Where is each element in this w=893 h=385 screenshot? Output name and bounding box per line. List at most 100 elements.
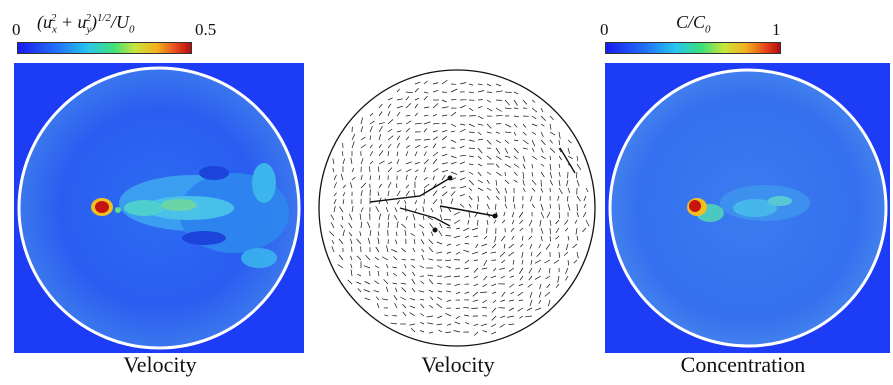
velocity-vector-arrow: [428, 258, 434, 261]
velocity-vector-arrow: [477, 106, 483, 109]
velocity-vector-arrow: [414, 122, 422, 125]
velocity-vector-arrow: [549, 131, 556, 136]
velocity-vector-arrow: [436, 282, 443, 285]
velocity-vector-arrow: [349, 182, 353, 189]
velocity-vector-arrow: [439, 206, 443, 213]
velocity-vector-arrow: [549, 267, 551, 274]
velocity-vector-arrow: [492, 299, 497, 303]
velocity-vector-arrow: [369, 126, 373, 133]
velocity-vector-arrow: [382, 256, 389, 261]
velocity-vector-arrow: [455, 267, 461, 270]
velocity-vector-arrow: [396, 135, 401, 141]
velocity-vector-arrow: [450, 111, 457, 117]
velocity-vector-arrow: [513, 179, 518, 183]
velocity-vector-arrow: [558, 131, 561, 139]
velocity-vector-arrow: [387, 221, 389, 229]
velocity-vector-arrow: [475, 243, 479, 249]
velocity-vector-arrow: [549, 203, 551, 209]
velocity-vector-arrow: [436, 251, 443, 254]
velocity-vector-arrow: [473, 259, 479, 261]
velocity-vector-arrow: [420, 321, 425, 325]
velocity-vector-arrow: [400, 282, 407, 285]
velocity-vector-arrow: [342, 184, 346, 189]
velocity-vector-arrow: [483, 259, 488, 266]
velocity-vector-arrow: [510, 291, 515, 295]
velocity-vector-arrow: [396, 142, 400, 149]
velocity-vector-arrow: [359, 213, 362, 221]
velocity-vector-arrow: [486, 131, 492, 134]
velocity-vector-arrow: [519, 275, 524, 281]
velocity-vector-arrow: [549, 163, 552, 171]
velocity-vector-arrow: [565, 275, 569, 281]
velocity-vector-arrow: [454, 219, 461, 224]
velocity-vector-arrow: [486, 139, 492, 145]
velocity-vector-arrow: [540, 131, 544, 138]
velocity-vector-arrow: [441, 99, 447, 103]
velocity-vector-arrow: [396, 111, 401, 117]
velocity-vector-arrow: [377, 166, 380, 173]
velocity-vector-arrow: [567, 147, 571, 154]
velocity-vector-arrow: [530, 251, 533, 257]
velocity-vector-arrow: [392, 266, 398, 269]
velocity-vector-arrow: [558, 171, 561, 177]
velocity-vector-arrow: [409, 312, 416, 317]
velocity-vector-arrow: [459, 154, 467, 157]
velocity-vector-arrow: [491, 243, 497, 249]
velocity-vector-arrow: [340, 173, 344, 181]
velocity-vector-arrow: [472, 291, 479, 297]
velocity-vector-arrow: [395, 183, 398, 189]
velocity-vector-arrow: [468, 155, 474, 158]
velocity-vector-arrow: [340, 224, 344, 229]
velocity-vector-arrow: [527, 283, 533, 288]
velocity-vector-arrow: [566, 195, 569, 202]
velocity-vector-arrow: [531, 155, 538, 160]
velocity-vector-arrow: [455, 315, 461, 319]
velocity-vector-arrow: [549, 123, 552, 130]
velocity-vector-arrow: [540, 227, 544, 234]
velocity-vector-arrow: [531, 131, 537, 135]
velocity-vector-arrow: [495, 171, 502, 177]
velocity-vector-arrow: [378, 134, 382, 141]
velocity-vector-arrow: [413, 189, 416, 197]
velocity-vector-arrow: [387, 119, 394, 125]
velocity-vector-arrow: [420, 239, 425, 245]
velocity-vector-arrow: [495, 83, 502, 87]
velocity-vector-arrow: [436, 323, 443, 326]
velocity-vector-arrow: [350, 269, 353, 277]
velocity-vector-arrow: [473, 235, 479, 238]
velocity-vector-arrow: [459, 185, 467, 189]
velocity-vector-arrow: [450, 88, 458, 93]
velocity-vector-arrow: [405, 120, 412, 125]
velocity-vector-arrow: [446, 265, 452, 269]
velocity-vector-arrow: [558, 155, 562, 161]
velocity-vector-arrow: [464, 243, 470, 245]
velocity-vector-arrow: [378, 160, 385, 165]
velocity-vector-arrow: [428, 247, 434, 253]
velocity-vector-arrow: [365, 254, 371, 261]
velocity-vector-arrow: [518, 283, 524, 287]
velocity-vector-arrow: [369, 160, 374, 165]
velocity-vector-arrow: [558, 139, 560, 146]
velocity-vector-arrow: [414, 97, 420, 101]
velocity-vector-arrow: [428, 279, 434, 285]
velocity-vector-arrow: [420, 313, 425, 317]
velocity-vector-arrow: [519, 227, 524, 232]
colorbar-gradient: [605, 42, 781, 54]
velocity-vector-arrow: [393, 215, 398, 221]
velocity-vector-arrow: [463, 227, 470, 232]
velocity-vector-arrow: [477, 155, 482, 160]
velocity-vector-arrow: [341, 151, 344, 157]
velocity-vector-arrow: [414, 81, 421, 85]
velocity-vector-arrow: [342, 199, 345, 205]
velocity-vector-arrow: [495, 139, 501, 144]
velocity-vector-arrow: [432, 190, 438, 197]
velocity-vector-arrow: [445, 312, 452, 317]
velocity-vector-arrow: [351, 141, 355, 149]
velocity-vector-arrow: [549, 171, 553, 179]
velocity-vector-arrow: [427, 322, 434, 325]
velocity-vector-arrow: [441, 175, 446, 181]
velocity-vector-arrow: [558, 147, 562, 153]
velocity-vector-arrow: [387, 181, 392, 189]
velocity-vector-arrow: [412, 271, 416, 277]
velocity-vector-arrow: [522, 235, 524, 241]
